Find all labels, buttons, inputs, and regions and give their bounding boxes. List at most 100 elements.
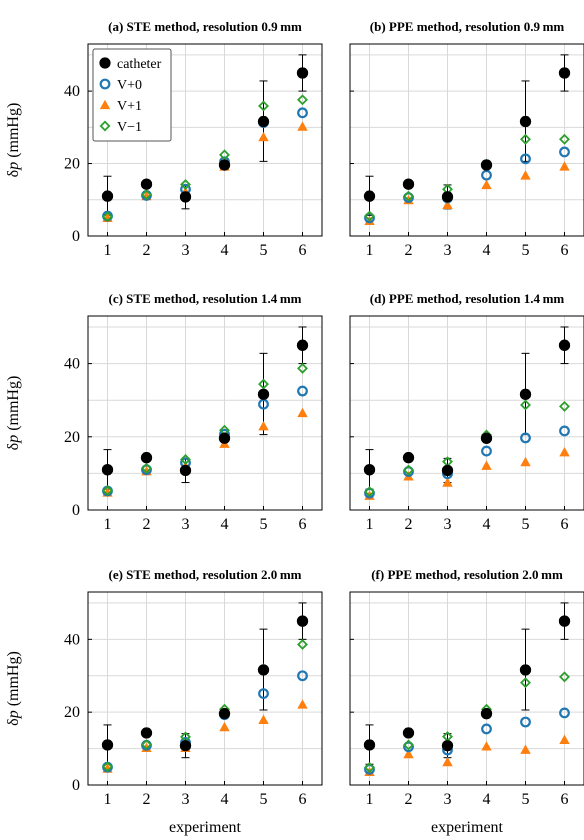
point-vm1 [364,486,375,498]
point-vm1 [520,133,531,145]
legend: catheter V+0 V+1 V−1 [92,48,172,142]
point-catheter [519,388,532,400]
point-catheter [480,159,493,171]
x-tick-label: 5 [260,516,268,533]
point-v0 [559,707,570,719]
x-tick-label: 3 [182,791,190,808]
x-tick-label: 3 [444,791,452,808]
point-v0 [520,432,531,444]
x-tick-label: 2 [143,242,151,259]
point-v1 [481,460,492,470]
point-vm1 [141,462,152,474]
point-v0 [364,212,375,224]
y-tick-label: 40 [64,83,80,100]
x-tick-label: 3 [182,516,190,533]
point-vm1 [180,454,191,465]
point-catheter [218,432,231,444]
panel-b: (b) PPE method, resolution 0.9 mm 1 2 3 4 5 6 [349,19,584,259]
point-catheter [296,615,309,627]
x-tick-label: 5 [260,791,268,808]
plot-frame [349,315,584,511]
point-catheter [101,464,114,476]
point-catheter [402,452,415,464]
y-tick-label: 0 [72,777,80,794]
point-catheter [558,615,571,627]
point-v0 [364,487,375,499]
point-catheter [218,159,231,171]
y-axis-label: δp (mmHg) [5,103,22,178]
point-catheter [519,664,532,676]
point-v0 [297,107,308,119]
point-v1 [403,748,414,759]
x-tick-label: 2 [143,791,151,808]
x-tick-label: 2 [143,516,151,533]
y-axis-label: δp (mmHg) [5,376,22,451]
point-vm1 [258,100,269,112]
point-v1 [559,734,570,745]
point-v0 [403,466,414,477]
y-tick-label: 20 [64,429,80,446]
point-vm1 [141,739,152,751]
point-catheter [363,464,376,476]
x-tick-label: 3 [182,242,190,259]
point-v0 [481,169,492,181]
point-v1 [442,756,453,767]
point-v1 [559,161,570,171]
point-catheter [101,739,114,751]
point-v1 [219,721,230,732]
point-catheter [363,739,376,751]
x-tick-label: 6 [299,791,307,808]
point-v0 [297,670,308,682]
point-v0 [403,741,414,753]
legend-marker-v1 [99,99,111,110]
point-v0 [403,192,414,204]
panel-f: (f) PPE method, resolution 2.0 mm 1 2 3 4 5 6 e… [349,567,584,836]
y-axis-label-variable: p [5,435,22,444]
point-vm1 [180,179,191,191]
point-catheter [480,708,493,720]
point-vm1 [364,762,375,773]
panel-a: (a) STE method, resolution 0.9 mm 1 2 3 4 5 6 0… [5,19,323,259]
x-tick-label: 5 [522,516,530,533]
plot-frame [87,591,323,786]
point-catheter [101,190,114,202]
y-axis-label-unit: (mmHg) [5,103,22,162]
x-tick-label: 4 [221,242,229,259]
point-vm1 [403,464,414,476]
y-axis-label-unit: (mmHg) [5,651,22,710]
point-vm1 [403,190,414,202]
point-vm1 [559,671,570,683]
x-axis-label: experiment [431,819,504,836]
point-catheter [257,115,270,128]
panel-d: (d) PPE method, resolution 1.4 mm 1 2 3 4 5 6 [349,291,584,533]
point-v1 [297,121,308,131]
point-catheter [558,339,571,351]
point-v0 [258,688,269,699]
x-tick-label: 6 [561,791,569,808]
y-tick-label: 20 [64,156,80,173]
point-v0 [141,464,152,476]
point-v0 [481,723,492,735]
point-vm1 [364,210,375,222]
y-tick-label: 40 [64,631,80,648]
point-vm1 [102,485,113,497]
x-tick-label: 4 [221,791,229,808]
point-catheter [218,708,231,720]
y-axis-label-symbol: δ [5,170,22,178]
point-v0 [520,716,531,728]
y-axis-label-variable: p [5,162,22,171]
legend-marker-vm1 [99,120,111,132]
panel-title: (b) PPE method, resolution 0.9 mm [370,19,565,34]
panel-title: (c) STE method, resolution 1.4 mm [108,291,301,306]
point-v0 [481,445,492,457]
legend-box [92,48,172,142]
x-tick-label: 2 [405,791,413,808]
point-vm1 [559,133,570,145]
point-catheter [480,432,493,444]
panel-e: (e) STE method, resolution 2.0 mm 1 2 3 4 5 6 0… [5,567,323,836]
panel-c: (c) STE method, resolution 1.4 mm 1 2 3 4 5 6 0… [5,291,323,533]
y-axis-label-symbol: δ [5,718,22,726]
point-v1 [559,446,570,457]
panel-title: (e) STE method, resolution 2.0 mm [108,567,301,582]
